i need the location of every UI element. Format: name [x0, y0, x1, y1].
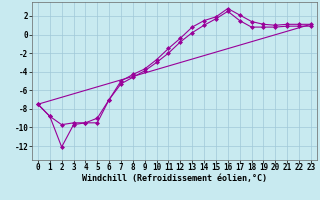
- X-axis label: Windchill (Refroidissement éolien,°C): Windchill (Refroidissement éolien,°C): [82, 174, 267, 183]
